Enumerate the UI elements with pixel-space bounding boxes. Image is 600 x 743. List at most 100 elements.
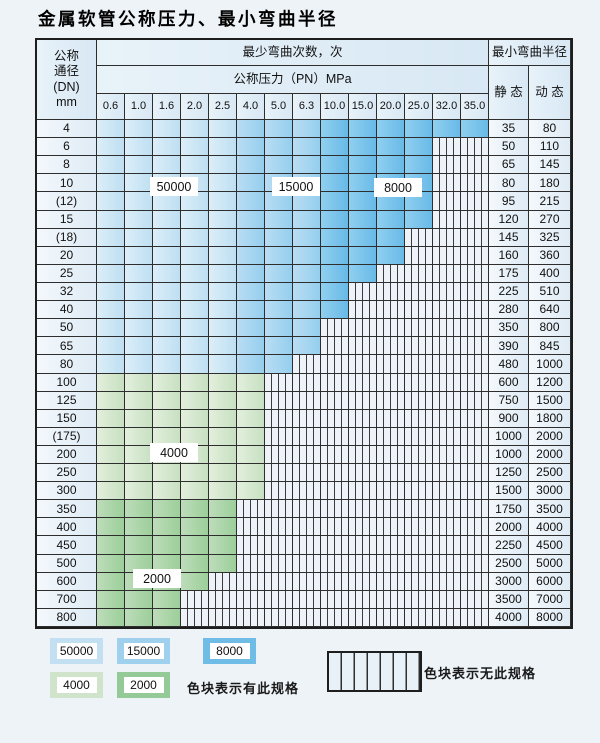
static-radius-value: 480 bbox=[489, 355, 529, 374]
spec-cell bbox=[349, 608, 377, 627]
dn-row-label: 25 bbox=[37, 264, 97, 283]
spec-cell bbox=[209, 282, 237, 302]
spec-cell bbox=[293, 355, 321, 374]
spec-cell bbox=[237, 518, 265, 537]
spec-cell bbox=[125, 246, 153, 265]
spec-cell bbox=[265, 192, 293, 211]
spec-cell bbox=[97, 301, 125, 320]
spec-cell bbox=[209, 120, 237, 139]
spec-cell bbox=[377, 373, 405, 392]
spec-cell bbox=[209, 427, 237, 446]
spec-cell bbox=[181, 464, 209, 483]
spec-cell bbox=[293, 120, 321, 139]
spec-cell bbox=[433, 192, 461, 211]
spec-cell bbox=[209, 445, 237, 465]
spec-cell bbox=[237, 192, 265, 211]
spec-cell bbox=[293, 427, 321, 446]
spec-cell bbox=[349, 464, 377, 483]
spec-cell bbox=[377, 409, 405, 428]
spec-cell bbox=[209, 301, 237, 320]
dn-row-label: 65 bbox=[37, 337, 97, 356]
dn-row-label: (18) bbox=[37, 228, 97, 247]
spec-cell bbox=[181, 554, 209, 573]
spec-cell bbox=[97, 554, 125, 573]
legend-swatch-4000: 4000 bbox=[50, 672, 103, 698]
spec-cell bbox=[97, 246, 125, 265]
spec-cell bbox=[461, 174, 489, 193]
spec-cell bbox=[405, 282, 433, 302]
legend-no-spec-swatch bbox=[327, 651, 422, 692]
spec-cell bbox=[433, 282, 461, 302]
spec-cell bbox=[405, 536, 433, 555]
spec-cell bbox=[321, 120, 349, 139]
static-radius-value: 4000 bbox=[489, 608, 529, 627]
spec-cell bbox=[153, 282, 181, 302]
spec-cell bbox=[97, 427, 125, 446]
spec-cell bbox=[153, 192, 181, 211]
spec-cell bbox=[349, 301, 377, 320]
spec-cell bbox=[265, 391, 293, 410]
spec-cell bbox=[153, 355, 181, 374]
spec-cell bbox=[153, 500, 181, 519]
zone-label-8000: 8000 bbox=[374, 178, 422, 197]
dynamic-radius-value: 180 bbox=[529, 174, 571, 193]
spec-cell bbox=[405, 500, 433, 519]
dynamic-header: 动 态 bbox=[529, 66, 571, 120]
spec-cell bbox=[153, 246, 181, 265]
spec-cell bbox=[293, 246, 321, 265]
spec-cell bbox=[405, 482, 433, 501]
spec-cell bbox=[433, 210, 461, 229]
static-radius-value: 145 bbox=[489, 228, 529, 247]
dn-row-label: 300 bbox=[37, 482, 97, 501]
spec-cell bbox=[265, 608, 293, 627]
spec-cell bbox=[349, 500, 377, 519]
spec-cell bbox=[265, 373, 293, 392]
zone-label-2000: 2000 bbox=[133, 569, 181, 588]
spec-cell bbox=[153, 120, 181, 139]
spec-cell bbox=[405, 210, 433, 229]
dn-header-line: 公称 bbox=[53, 49, 79, 64]
dynamic-radius-value: 215 bbox=[529, 192, 571, 211]
spec-cell bbox=[97, 120, 125, 139]
spec-cell bbox=[433, 120, 461, 139]
dynamic-radius-value: 1200 bbox=[529, 373, 571, 392]
spec-cell bbox=[125, 228, 153, 247]
spec-cell bbox=[433, 572, 461, 591]
pressure-column-header: 10.0 bbox=[321, 94, 349, 120]
spec-cell bbox=[461, 282, 489, 302]
spec-cell bbox=[377, 536, 405, 555]
spec-cell bbox=[237, 210, 265, 229]
spec-cell bbox=[125, 590, 153, 609]
spec-cell bbox=[349, 156, 377, 175]
spec-cell bbox=[209, 337, 237, 356]
spec-cell bbox=[153, 138, 181, 157]
spec-cell bbox=[97, 319, 125, 338]
spec-cell bbox=[349, 174, 377, 193]
dynamic-radius-value: 8000 bbox=[529, 608, 571, 627]
spec-cell bbox=[181, 301, 209, 320]
spec-cell bbox=[377, 464, 405, 483]
spec-cell bbox=[377, 337, 405, 356]
spec-cell bbox=[405, 301, 433, 320]
spec-cell bbox=[265, 282, 293, 302]
static-radius-value: 280 bbox=[489, 301, 529, 320]
spec-cell bbox=[181, 518, 209, 537]
spec-cell bbox=[97, 174, 125, 193]
static-header: 静 态 bbox=[489, 66, 529, 120]
spec-cell bbox=[321, 518, 349, 537]
spec-cell bbox=[321, 482, 349, 501]
spec-cell bbox=[405, 264, 433, 283]
spec-cell bbox=[209, 138, 237, 157]
spec-cell bbox=[237, 138, 265, 157]
spec-cell bbox=[237, 337, 265, 356]
spec-cell bbox=[265, 500, 293, 519]
spec-cell bbox=[265, 518, 293, 537]
spec-cell bbox=[293, 156, 321, 175]
spec-cell bbox=[433, 246, 461, 265]
spec-cell bbox=[209, 590, 237, 609]
spec-cell bbox=[349, 120, 377, 139]
spec-cell bbox=[349, 373, 377, 392]
spec-cell bbox=[321, 355, 349, 374]
radius-header: 最小弯曲半径 bbox=[489, 40, 571, 66]
pressure-column-header: 1.6 bbox=[153, 94, 181, 120]
